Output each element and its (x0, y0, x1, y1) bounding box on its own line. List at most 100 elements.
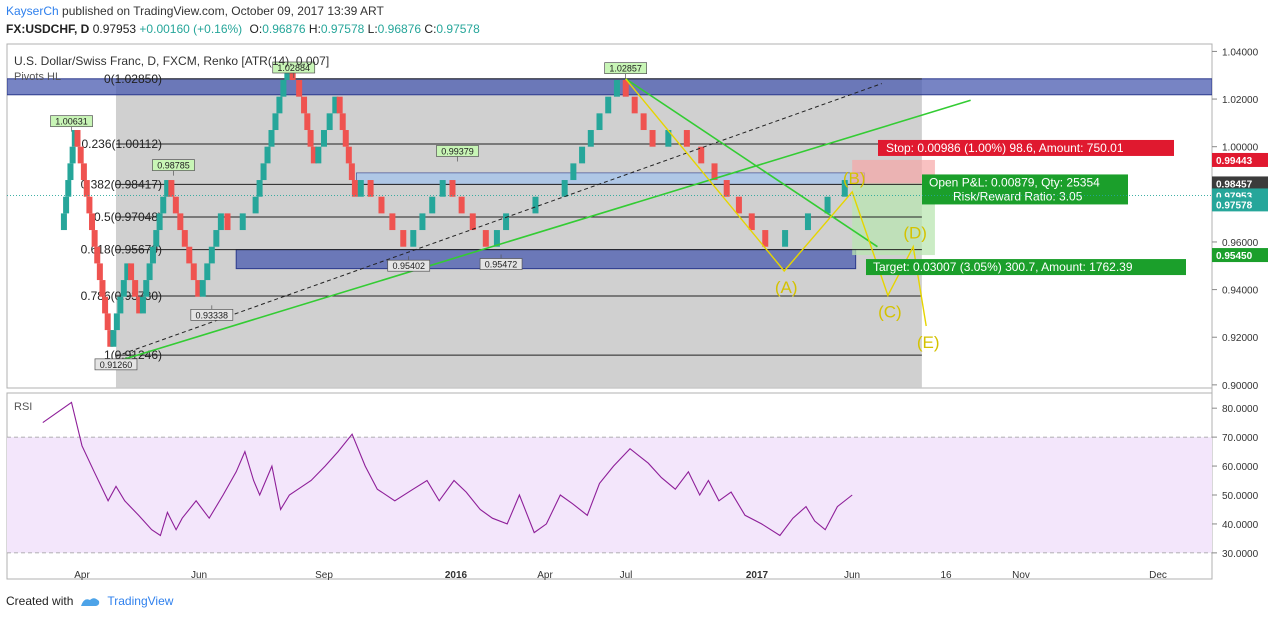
low-label: L: (367, 22, 378, 36)
renko-brick (532, 196, 539, 214)
target-label-box (866, 259, 1186, 276)
renko-brick (264, 146, 271, 164)
elliott-wave-label: (C) (878, 303, 902, 322)
renko-brick (69, 146, 76, 164)
renko-brick (315, 146, 322, 164)
renko-brick (213, 230, 220, 247)
price-tag-box (1212, 176, 1268, 191)
renko-brick (168, 180, 175, 197)
renko-brick (67, 163, 74, 181)
renko-brick (86, 196, 93, 214)
x-tick-label: 2016 (445, 570, 468, 581)
tradingview-link[interactable]: TradingView (107, 594, 174, 608)
pivot-label: 1.02857 (609, 64, 642, 74)
y-tick-label: 1.02000 (1222, 95, 1259, 106)
low-value: 0.96876 (377, 22, 422, 36)
symbol-line: FX:USDCHF, D 0.97953 +0.00160 (+0.16%) O… (6, 22, 480, 36)
renko-brick (143, 280, 150, 297)
renko-brick (348, 163, 355, 181)
renko-brick (683, 130, 690, 147)
elliott-wave-label: (E) (917, 333, 940, 352)
pivot-label: 0.98785 (157, 161, 190, 171)
renko-brick (723, 180, 730, 197)
x-tick-label: Jun (844, 570, 860, 581)
renko-brick (224, 213, 231, 231)
last-price: 0.97953 (92, 22, 137, 36)
renko-brick (199, 280, 206, 297)
elliott-wave-label: (A) (775, 278, 798, 297)
close-value: 0.97578 (436, 22, 480, 36)
rsi-line (42, 401, 853, 537)
renko-brick (345, 146, 352, 164)
y-tick-label: 0.96000 (1222, 238, 1259, 249)
price-zone (7, 78, 1212, 96)
renko-brick (622, 80, 629, 97)
renko-brick (208, 246, 215, 264)
price-tag: 0.95450 (1216, 251, 1253, 262)
y-tick-label: 0.90000 (1222, 381, 1259, 392)
created-with-text: Created with (6, 594, 74, 608)
renko-brick (570, 163, 577, 181)
renko-brick (113, 313, 120, 331)
pivot-label: 0.93338 (196, 310, 229, 320)
rsi-title: RSI (14, 401, 32, 413)
symbol-name[interactable]: FX:USDCHF, D (6, 22, 90, 36)
rsi-y-tick-label: 60.0000 (1222, 462, 1259, 473)
renko-brick (239, 213, 246, 231)
renko-brick (410, 230, 417, 247)
open-label: O: (249, 22, 263, 36)
renko-brick (186, 246, 193, 264)
renko-brick (332, 96, 339, 114)
fib-label: 0.382(0.98417) (81, 177, 162, 191)
renko-brick (449, 180, 456, 197)
fib-retracement-area (115, 78, 922, 388)
y-tick-label: 0.92000 (1222, 333, 1259, 344)
published-text: published on TradingView.com, October 09… (62, 4, 384, 18)
stop-label-box (878, 139, 1174, 156)
renko-brick (102, 296, 109, 314)
renko-brick (63, 196, 70, 214)
rsi-y-tick-label: 50.0000 (1222, 491, 1259, 502)
pivot-label: 0.95472 (485, 260, 518, 270)
renko-brick (389, 213, 396, 231)
renko-brick (136, 296, 143, 314)
renko-brick (482, 230, 489, 247)
renko-brick (190, 263, 197, 281)
renko-brick (83, 180, 90, 197)
x-tick-label: Jul (620, 570, 633, 581)
renko-brick (711, 163, 718, 181)
renko-brick (172, 196, 179, 214)
chart-area[interactable]: 0(1.02850) 0.236(1.00112) 0.382(0.98417) 0.… (0, 40, 1270, 590)
renko-brick (60, 213, 67, 231)
trendline (625, 78, 878, 248)
renko-brick (74, 130, 81, 147)
renko-brick (65, 180, 72, 197)
renko-brick (378, 196, 385, 214)
renko-brick (268, 130, 275, 147)
renko-brick (339, 113, 346, 131)
renko-brick (120, 280, 127, 297)
renko-brick (579, 146, 586, 164)
renko-brick (367, 180, 374, 197)
x-tick-label: Apr (537, 570, 553, 581)
renko-brick (177, 213, 184, 231)
renko-brick (139, 296, 146, 314)
price-tag: 0.97578 (1216, 200, 1253, 211)
price-zone (235, 249, 857, 270)
price-tag: 0.99443 (1216, 156, 1253, 167)
renko-brick (272, 113, 279, 131)
x-tick-label: Dec (1149, 570, 1167, 581)
renko-brick (613, 80, 620, 97)
author-link[interactable]: KayserCh (6, 4, 59, 18)
pivot-label: 0.99379 (441, 146, 474, 156)
renko-brick (429, 196, 436, 214)
renko-brick (304, 113, 311, 131)
x-tick-label: 16 (940, 570, 952, 581)
price-change: +0.00160 (+0.16%) (139, 22, 243, 36)
y-tick-label: 0.94000 (1222, 286, 1259, 297)
renko-brick (748, 213, 755, 231)
rsi-y-tick-label: 30.0000 (1222, 549, 1259, 560)
rsi-y-tick-label: 70.0000 (1222, 433, 1259, 444)
footer: Created with TradingView (6, 594, 173, 608)
renko-brick (342, 130, 349, 147)
